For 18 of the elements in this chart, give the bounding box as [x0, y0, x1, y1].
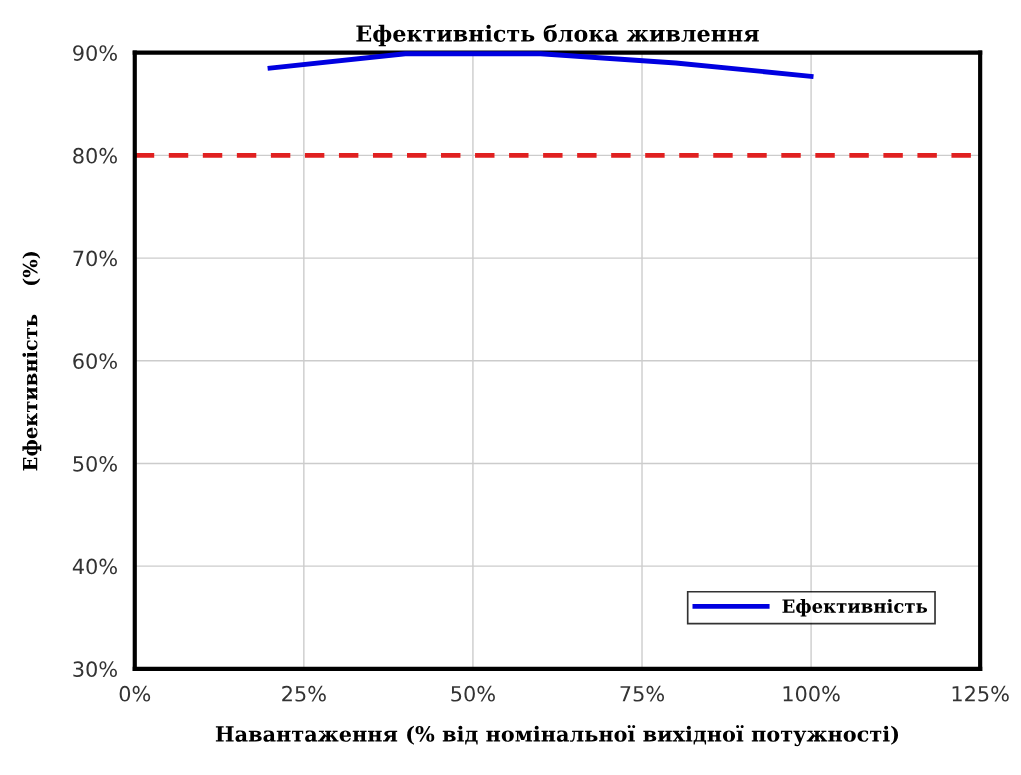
x-tick-label: 100%	[783, 685, 840, 702]
x-tick-label: 25%	[282, 685, 326, 702]
x-tick-label: 50%	[451, 685, 495, 702]
y-tick-label: 60%	[73, 353, 117, 369]
chart-title: Ефективність блока живлення	[356, 24, 759, 47]
y-axis-title: Ефективність (%)	[22, 251, 42, 471]
x-tick-label: 75%	[620, 685, 665, 702]
y-tick-label: 40%	[72, 558, 117, 575]
y-tick-label: 90%	[73, 45, 117, 61]
y-tick-label: 70%	[73, 250, 117, 267]
x-tick-label: 125%	[952, 685, 1009, 702]
y-tick-label: 50%	[73, 455, 117, 472]
x-tick-label: 0%	[119, 685, 151, 702]
legend-label: Ефективність	[782, 598, 928, 617]
line-series	[267, 51, 814, 79]
y-tick-label: 80%	[73, 147, 117, 164]
y-tick-label: 30%	[73, 661, 117, 678]
x-axis-title: Навантаження (% від номінальної вихідної потужності)	[215, 725, 899, 747]
